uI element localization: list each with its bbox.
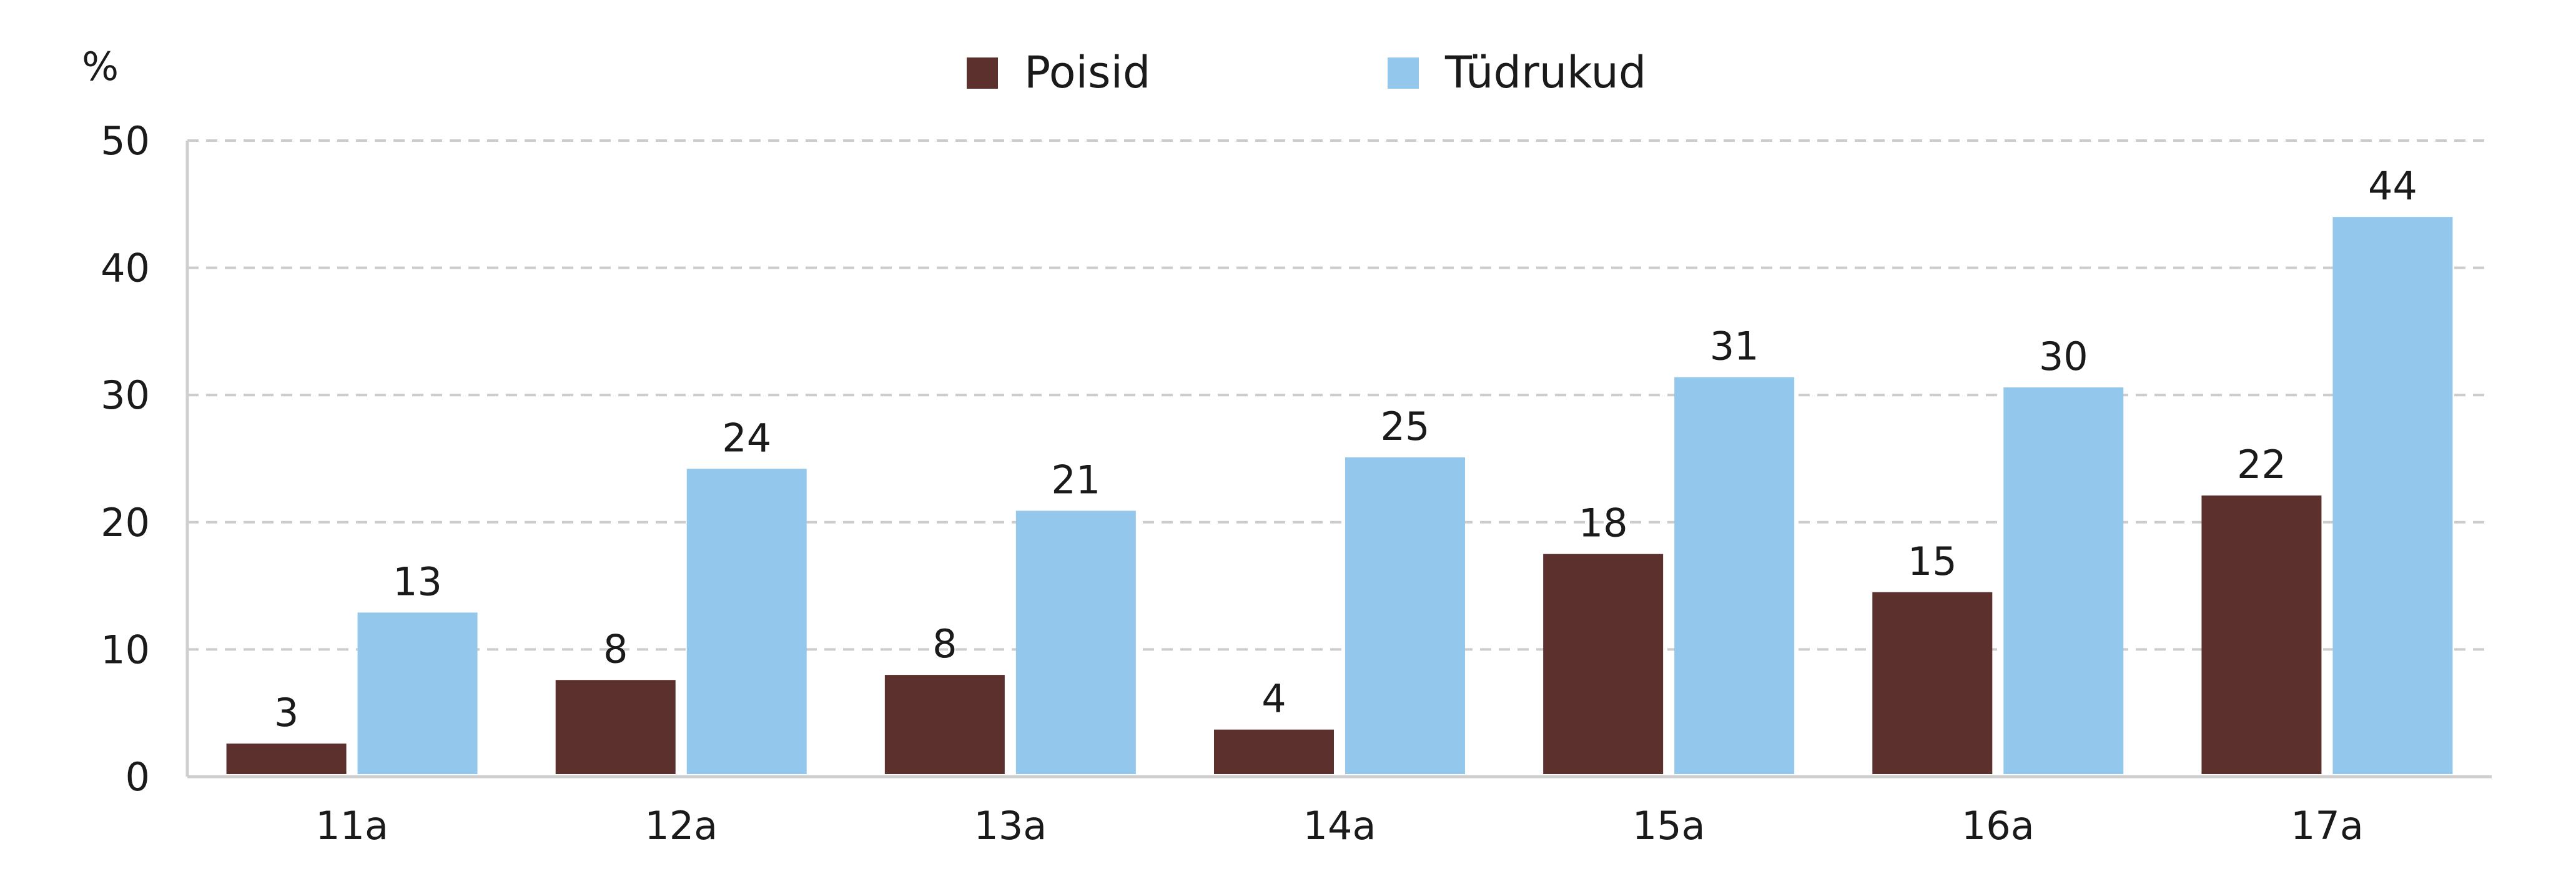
bar-poisid-17a xyxy=(2201,495,2322,774)
y-tick-label-1: 10 xyxy=(101,627,150,672)
data-label-tüdrukud-16a: 30 xyxy=(2039,334,2088,379)
legend-label-tüdrukud: Tüdrukud xyxy=(1444,47,1646,98)
x-tick-label-17a: 17a xyxy=(2291,803,2364,849)
data-label-tüdrukud-13a: 21 xyxy=(1051,457,1100,502)
bar-poisid-12a xyxy=(555,680,676,774)
bar-tüdrukud-16a xyxy=(2003,387,2124,774)
legend: Poisid Tüdrukud xyxy=(967,47,1646,98)
data-label-poisid-17a: 22 xyxy=(2237,442,2286,487)
y-axis-ticks: 0 10 20 30 40 50 xyxy=(101,118,150,800)
bar-tüdrukud-13a xyxy=(1015,510,1136,774)
data-label-poisid-12a: 8 xyxy=(603,626,628,672)
bar-tüdrukud-11a xyxy=(357,612,478,774)
y-tick-label-2: 20 xyxy=(101,500,150,545)
x-axis-ticks: 11a 12a 13a 14a 15a 16a 17a xyxy=(315,803,2364,849)
bars xyxy=(226,217,2453,774)
data-label-poisid-13a: 8 xyxy=(932,621,957,667)
y-tick-label-0: 0 xyxy=(126,754,150,800)
x-tick-label-12a: 12a xyxy=(644,803,718,849)
x-tick-label-14a: 14a xyxy=(1303,803,1376,849)
data-label-tüdrukud-11a: 13 xyxy=(393,559,442,604)
data-label-tüdrukud-14a: 25 xyxy=(1381,404,1430,449)
bar-poisid-15a xyxy=(1543,554,1664,774)
bar-tüdrukud-12a xyxy=(686,469,807,774)
axes xyxy=(185,141,2492,779)
data-label-poisid-14a: 4 xyxy=(1261,676,1286,722)
x-tick-label-15a: 15a xyxy=(1632,803,1705,849)
data-label-tüdrukud-15a: 31 xyxy=(1710,324,1759,369)
bar-tüdrukud-15a xyxy=(1674,377,1795,774)
y-unit-label: % xyxy=(82,44,119,89)
gridlines xyxy=(187,139,2492,651)
legend-swatch-tüdrukud xyxy=(1388,57,1419,89)
bar-poisid-11a xyxy=(226,744,347,774)
legend-label-poisid: Poisid xyxy=(1024,47,1150,98)
y-tick-label-3: 30 xyxy=(101,372,150,418)
x-tick-label-13a: 13a xyxy=(974,803,1047,849)
bar-poisid-16a xyxy=(1872,592,1993,774)
bar-poisid-14a xyxy=(1214,729,1334,774)
bar-poisid-13a xyxy=(884,675,1005,774)
x-tick-label-11a: 11a xyxy=(315,803,388,849)
bar-tüdrukud-17a xyxy=(2332,217,2453,774)
x-tick-label-16a: 16a xyxy=(1962,803,2035,849)
data-label-poisid-15a: 18 xyxy=(1579,500,1628,546)
bar-tüdrukud-14a xyxy=(1345,457,1465,774)
y-tick-label-5: 50 xyxy=(101,118,150,164)
data-label-tüdrukud-17a: 44 xyxy=(2368,163,2417,209)
legend-swatch-poisid xyxy=(967,57,998,89)
data-label-poisid-11a: 3 xyxy=(274,690,299,735)
y-tick-label-4: 40 xyxy=(101,246,150,291)
data-labels: 3 13 8 24 8 21 4 25 18 31 15 30 22 44 xyxy=(274,163,2417,735)
data-label-tüdrukud-12a: 24 xyxy=(722,415,771,460)
data-label-poisid-16a: 15 xyxy=(1908,539,1957,584)
